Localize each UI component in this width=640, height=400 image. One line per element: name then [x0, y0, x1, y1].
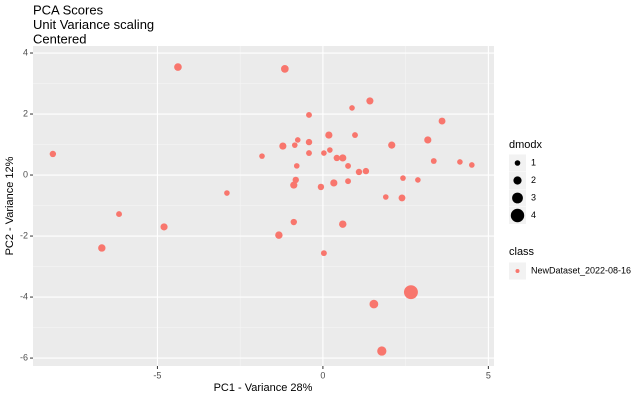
x-tick-label: 0 [320, 370, 325, 380]
point [469, 162, 475, 168]
point [339, 220, 347, 228]
point [398, 194, 406, 202]
legend-size-marker [513, 176, 522, 185]
point [400, 175, 406, 181]
y-tick-label: -4 [20, 291, 28, 301]
legend-size-marker [514, 160, 521, 166]
point [345, 162, 351, 169]
legend-label: NewDataset_2022-08-16 [531, 265, 631, 275]
point [294, 137, 301, 143]
y-tick-label: 4 [23, 47, 28, 57]
point [306, 150, 312, 157]
point [98, 244, 106, 252]
point [321, 150, 327, 156]
point [457, 159, 463, 165]
legend-size-marker [512, 192, 523, 204]
point [369, 299, 379, 309]
plot-panel [33, 46, 494, 366]
y-tick-label: 0 [23, 169, 28, 179]
y-tick-label: -6 [20, 352, 28, 362]
legend-title: class [509, 246, 535, 258]
point [291, 142, 298, 148]
point [49, 150, 57, 158]
point [281, 65, 289, 73]
point [317, 183, 325, 191]
point [424, 136, 432, 144]
x-tick-label: -5 [153, 370, 161, 380]
point [333, 154, 340, 162]
point [320, 250, 327, 257]
point [388, 141, 396, 149]
point [366, 97, 374, 105]
point [438, 117, 446, 125]
legend-title: dmodx [509, 139, 543, 151]
point [339, 154, 347, 162]
point [116, 211, 122, 218]
x-axis-title: PC1 - Variance 28% [214, 382, 313, 394]
point [430, 158, 437, 164]
legend-label: 4 [531, 210, 536, 220]
point [305, 138, 313, 146]
point [174, 63, 182, 71]
point [362, 167, 370, 175]
point [377, 346, 387, 356]
point [327, 147, 333, 153]
point [330, 179, 338, 187]
point [382, 194, 389, 200]
point [345, 178, 351, 185]
point [275, 231, 283, 239]
point [349, 105, 355, 111]
y-tick-label: -2 [20, 230, 28, 240]
point [403, 285, 418, 300]
point [292, 176, 299, 184]
point [290, 181, 298, 189]
point [290, 218, 297, 226]
legend-label: 2 [531, 175, 536, 185]
chart-title: PCA Scores [33, 2, 104, 17]
legend-label: 1 [531, 157, 536, 167]
y-axis-title: PC2 - Variance 12% [4, 156, 16, 255]
x-tick-label: 5 [486, 370, 491, 380]
point [325, 131, 333, 139]
point [306, 112, 312, 118]
point [293, 163, 300, 169]
y-tick-label: 2 [23, 108, 28, 118]
point [259, 153, 265, 159]
chart-title: Unit Variance scaling [33, 17, 154, 32]
point [355, 168, 363, 176]
legend-marker [515, 269, 520, 273]
legend-label: 3 [531, 192, 536, 202]
point [224, 190, 230, 196]
point [415, 177, 421, 183]
point [160, 223, 168, 231]
point [279, 142, 287, 150]
chart-title: Centered [33, 31, 86, 46]
point [352, 132, 358, 139]
legend-size-marker [510, 208, 525, 223]
